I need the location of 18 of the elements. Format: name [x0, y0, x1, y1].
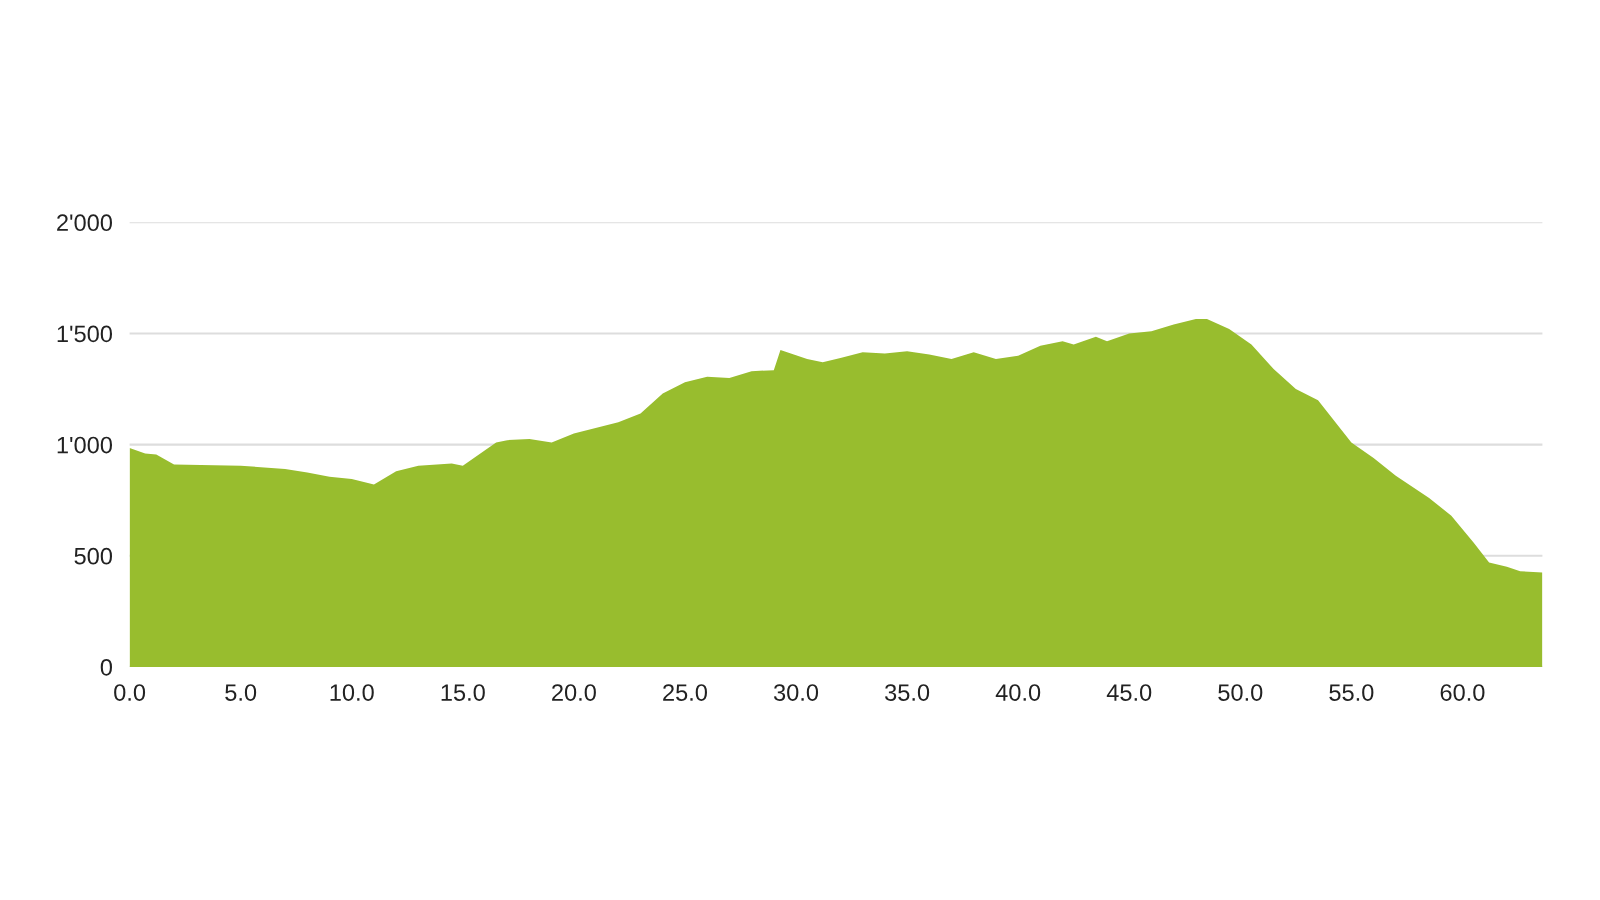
- y-tick-label: 500: [74, 547, 113, 565]
- x-tick-label: 15.0: [441, 684, 485, 701]
- y-tick-label: 1'500: [57, 325, 113, 343]
- x-tick-label: 25.0: [663, 684, 707, 701]
- x-tick-label: 30.0: [773, 684, 819, 701]
- x-tick-label: 35.0: [885, 684, 930, 701]
- x-tick-label: 60.0: [1440, 684, 1485, 701]
- x-tick-label: 10.0: [330, 684, 374, 701]
- x-tick-label: 20.0: [552, 684, 596, 701]
- y-tick-label: 2'000: [57, 214, 113, 232]
- x-tick-label: 55.0: [1329, 684, 1374, 701]
- y-tick-label: 0: [100, 658, 113, 676]
- x-tick-label: 50.0: [1218, 684, 1263, 701]
- x-tick-label: 40.0: [995, 684, 1041, 701]
- x-tick-label: 45.0: [1106, 684, 1152, 701]
- y-tick-label: 1'000: [57, 436, 113, 454]
- x-tick-label: 0.0: [114, 684, 146, 701]
- x-tick-label: 5.0: [225, 684, 257, 701]
